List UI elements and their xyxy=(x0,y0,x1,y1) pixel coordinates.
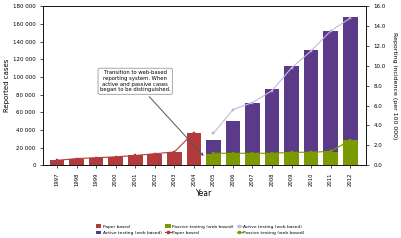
Bar xyxy=(323,31,338,165)
Bar xyxy=(167,152,182,165)
Bar xyxy=(226,121,240,165)
Bar xyxy=(323,152,338,165)
X-axis label: Year: Year xyxy=(196,189,213,198)
Bar xyxy=(69,159,84,165)
Bar xyxy=(226,153,240,165)
Bar xyxy=(206,154,221,165)
Bar xyxy=(265,153,279,165)
Bar xyxy=(128,155,142,165)
Bar xyxy=(304,152,318,165)
Text: Transition to web-based
reporting system. When
active and passive cases
began to: Transition to web-based reporting system… xyxy=(100,70,203,155)
Bar xyxy=(343,17,358,165)
Bar xyxy=(148,154,162,165)
Legend: Paper based, Active testing (web based), Passive testing (web based), Paper base: Paper based, Active testing (web based),… xyxy=(95,223,306,236)
Bar xyxy=(50,160,64,165)
Bar xyxy=(186,133,201,165)
Bar xyxy=(108,157,123,165)
Y-axis label: Reported cases: Reported cases xyxy=(4,59,10,112)
Bar xyxy=(245,103,260,165)
Bar xyxy=(206,140,221,165)
Bar xyxy=(245,153,260,165)
Y-axis label: Reporting incidence (per 100 000): Reporting incidence (per 100 000) xyxy=(392,32,397,139)
Bar xyxy=(265,89,279,165)
Bar xyxy=(284,66,299,165)
Bar xyxy=(343,140,358,165)
Bar xyxy=(304,50,318,165)
Bar xyxy=(89,158,103,165)
Bar xyxy=(284,152,299,165)
